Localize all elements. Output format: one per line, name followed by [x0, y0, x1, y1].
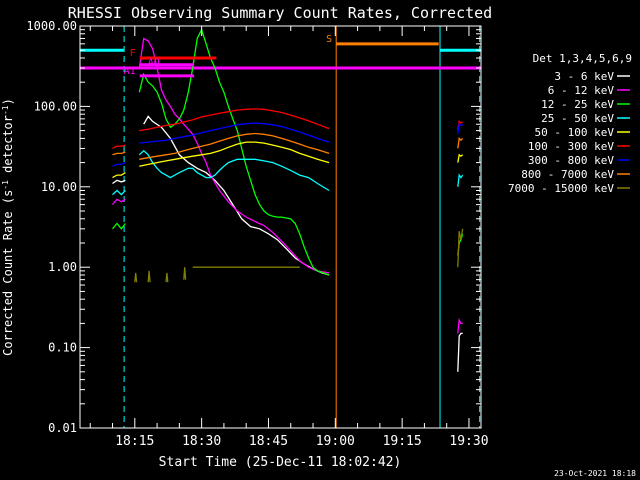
x-tick-label: 18:15: [115, 434, 154, 449]
x-tick-label: 19:15: [383, 434, 422, 449]
series-line-8: [457, 228, 464, 268]
chart-title: RHESSI Observing Summary Count Rates, Co…: [68, 4, 492, 22]
legend-entry-label: 6 - 12 keV: [548, 84, 615, 97]
legend-entry-label: 7000 - 15000 keV: [508, 182, 614, 195]
state-bar-label: AQ: [148, 58, 160, 69]
series-line-6: [112, 162, 126, 167]
series-line-1: [457, 317, 463, 334]
footer-timestamp: 23-Oct-2021 18:18: [554, 469, 636, 478]
y-tick-label: 0.10: [48, 341, 77, 355]
y-axis: 0.01 0.10 1.00 10.00 100.00 1000.00: [26, 19, 481, 435]
series-line-0: [112, 179, 126, 185]
series-line-6: [139, 122, 330, 144]
series-line-8: [134, 272, 138, 283]
series-line-6: [457, 123, 464, 135]
state-bar-label: F: [130, 48, 136, 59]
y-tick-label: 0.01: [48, 421, 77, 435]
series-line-5: [139, 108, 330, 132]
series-line-3: [112, 189, 126, 196]
series-line-5: [112, 144, 126, 149]
state-bar-label: A1: [124, 66, 136, 77]
x-tick-label: 19:30: [449, 434, 488, 449]
legend-entry-label: 50 - 100 keV: [535, 126, 615, 139]
y-axis-label: Corrected Count Rate (s-1 detector-1): [1, 98, 15, 356]
legend-title: Det 1,3,4,5,6,9: [533, 52, 632, 65]
y-tick-label: 10.00: [41, 180, 77, 194]
y-tick-label: 1000.00: [26, 19, 77, 33]
x-axis-label: Start Time (25-Dec-11 18:02:42): [159, 455, 402, 470]
series-line-0: [457, 332, 463, 372]
x-tick-label: 19:00: [316, 434, 355, 449]
x-tick-label: 18:45: [249, 434, 288, 449]
series-line-4: [457, 153, 464, 163]
legend-entry-label: 800 - 7000 keV: [521, 168, 614, 181]
series-line-8: [147, 270, 151, 283]
legend-entry-label: 12 - 25 keV: [541, 98, 614, 111]
series-line-3: [138, 149, 330, 192]
legend-entry-label: 25 - 50 keV: [541, 112, 614, 125]
series-line-4: [139, 141, 330, 167]
plot-frame: [79, 25, 482, 429]
y-tick-label: 1.00: [48, 260, 77, 274]
plot-area: F AQ A1 S: [79, 26, 481, 428]
series-line-2: [112, 222, 126, 230]
x-tick-label: 18:30: [182, 434, 221, 449]
series-line-7: [139, 132, 330, 160]
series-line-8: [165, 272, 169, 283]
legend-entry-label: 3 - 6 keV: [554, 70, 614, 83]
state-bar-label: S: [326, 34, 332, 45]
x-axis: 18:15 18:30 18:45 19:00 19:15 19:30: [89, 26, 489, 449]
series-line-1: [138, 37, 330, 274]
series-line-7: [112, 151, 126, 156]
series-line-4: [112, 172, 126, 179]
series-line-3: [457, 173, 464, 187]
series-line-1: [112, 198, 126, 206]
series-line-7: [457, 136, 464, 149]
legend-entry-label: 300 - 800 keV: [528, 154, 614, 167]
legend-entry-label: 100 - 300 keV: [528, 140, 614, 153]
y-tick-label: 100.00: [34, 99, 77, 113]
series-line-8: [183, 267, 187, 280]
